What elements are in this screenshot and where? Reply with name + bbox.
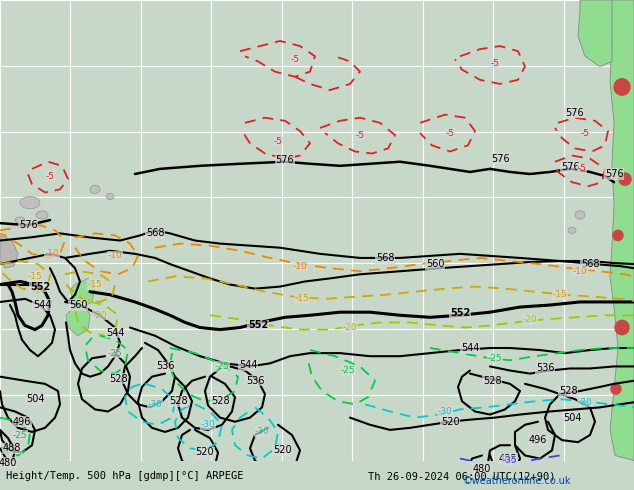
Text: -5: -5: [578, 164, 586, 173]
Text: -30: -30: [578, 398, 592, 407]
Text: 576: 576: [560, 162, 579, 172]
Text: 520: 520: [273, 445, 291, 455]
Text: 504: 504: [26, 394, 44, 404]
Text: -30: -30: [255, 427, 269, 437]
Text: 536: 536: [246, 376, 264, 386]
Polygon shape: [610, 0, 634, 461]
Text: -10: -10: [44, 249, 60, 258]
Text: -35: -35: [503, 456, 517, 465]
Text: -5: -5: [446, 128, 455, 138]
Text: 544: 544: [33, 300, 51, 310]
Text: -30: -30: [200, 420, 216, 429]
Text: Height/Temp. 500 hPa [gdmp][°C] ARPEGE: Height/Temp. 500 hPa [gdmp][°C] ARPEGE: [6, 471, 244, 481]
Text: -25: -25: [108, 348, 122, 358]
Text: 528: 528: [210, 396, 230, 406]
Ellipse shape: [20, 196, 40, 209]
Polygon shape: [578, 0, 612, 67]
Text: 488: 488: [3, 443, 21, 453]
Text: -30: -30: [148, 400, 162, 409]
Text: 568: 568: [581, 259, 599, 269]
Text: 528: 528: [169, 396, 187, 406]
Text: -5: -5: [273, 137, 283, 146]
Text: ©weatheronline.co.uk: ©weatheronline.co.uk: [463, 476, 571, 486]
Text: -5: -5: [290, 55, 299, 64]
Text: 568: 568: [146, 228, 164, 238]
Circle shape: [614, 79, 630, 95]
Text: 496: 496: [529, 435, 547, 445]
Text: 536: 536: [156, 362, 174, 371]
Text: 576: 576: [565, 108, 583, 118]
Ellipse shape: [568, 227, 576, 233]
Text: 576: 576: [605, 169, 623, 179]
Text: 480: 480: [473, 464, 491, 474]
Text: 560: 560: [426, 259, 444, 269]
Polygon shape: [70, 278, 95, 307]
Text: 552: 552: [450, 308, 470, 318]
Text: 552: 552: [30, 282, 50, 292]
Text: -10: -10: [573, 267, 587, 276]
Text: -15: -15: [553, 290, 567, 299]
Polygon shape: [0, 235, 18, 268]
Text: -5: -5: [491, 59, 500, 68]
Text: 520: 520: [441, 416, 459, 427]
Text: -15: -15: [87, 280, 102, 289]
Text: 504: 504: [563, 413, 581, 422]
Text: -30: -30: [437, 407, 453, 416]
Text: 496: 496: [13, 416, 31, 427]
Text: 552: 552: [248, 320, 268, 330]
Text: 528: 528: [559, 386, 578, 396]
Text: -10: -10: [108, 251, 122, 260]
Text: 528: 528: [482, 376, 501, 386]
Circle shape: [613, 230, 623, 241]
Text: -25: -25: [488, 354, 502, 363]
Ellipse shape: [106, 194, 114, 199]
Circle shape: [619, 173, 631, 185]
Polygon shape: [66, 305, 90, 336]
Text: 544: 544: [239, 361, 257, 370]
Text: 536: 536: [536, 364, 554, 373]
Text: 488: 488: [499, 454, 517, 464]
Text: -5: -5: [46, 172, 55, 180]
Text: 544: 544: [461, 343, 479, 353]
Ellipse shape: [15, 217, 25, 223]
Text: -20: -20: [522, 315, 537, 324]
Ellipse shape: [36, 211, 48, 219]
Text: 568: 568: [376, 253, 394, 263]
Text: -10: -10: [293, 262, 307, 270]
Text: -15: -15: [295, 294, 309, 303]
Text: 480: 480: [0, 458, 17, 467]
Circle shape: [611, 384, 621, 394]
Text: 576: 576: [276, 155, 294, 165]
Text: 528: 528: [108, 374, 127, 384]
Text: -20: -20: [343, 323, 358, 332]
Text: -25: -25: [13, 431, 27, 440]
Text: -15: -15: [28, 272, 42, 281]
Text: -25: -25: [340, 366, 355, 375]
Text: Th 26-09-2024 06:00 UTC(12+90): Th 26-09-2024 06:00 UTC(12+90): [368, 471, 555, 481]
Text: 544: 544: [106, 328, 124, 338]
Circle shape: [615, 320, 629, 335]
Text: -5: -5: [581, 128, 590, 138]
Text: 560: 560: [68, 300, 87, 310]
Text: -20: -20: [93, 311, 107, 320]
Text: 576: 576: [491, 154, 509, 164]
Text: -25: -25: [215, 362, 230, 371]
Text: 576: 576: [18, 220, 37, 230]
Text: -5: -5: [356, 131, 365, 140]
Ellipse shape: [575, 211, 585, 219]
Ellipse shape: [90, 185, 100, 194]
Text: 520: 520: [196, 447, 214, 457]
